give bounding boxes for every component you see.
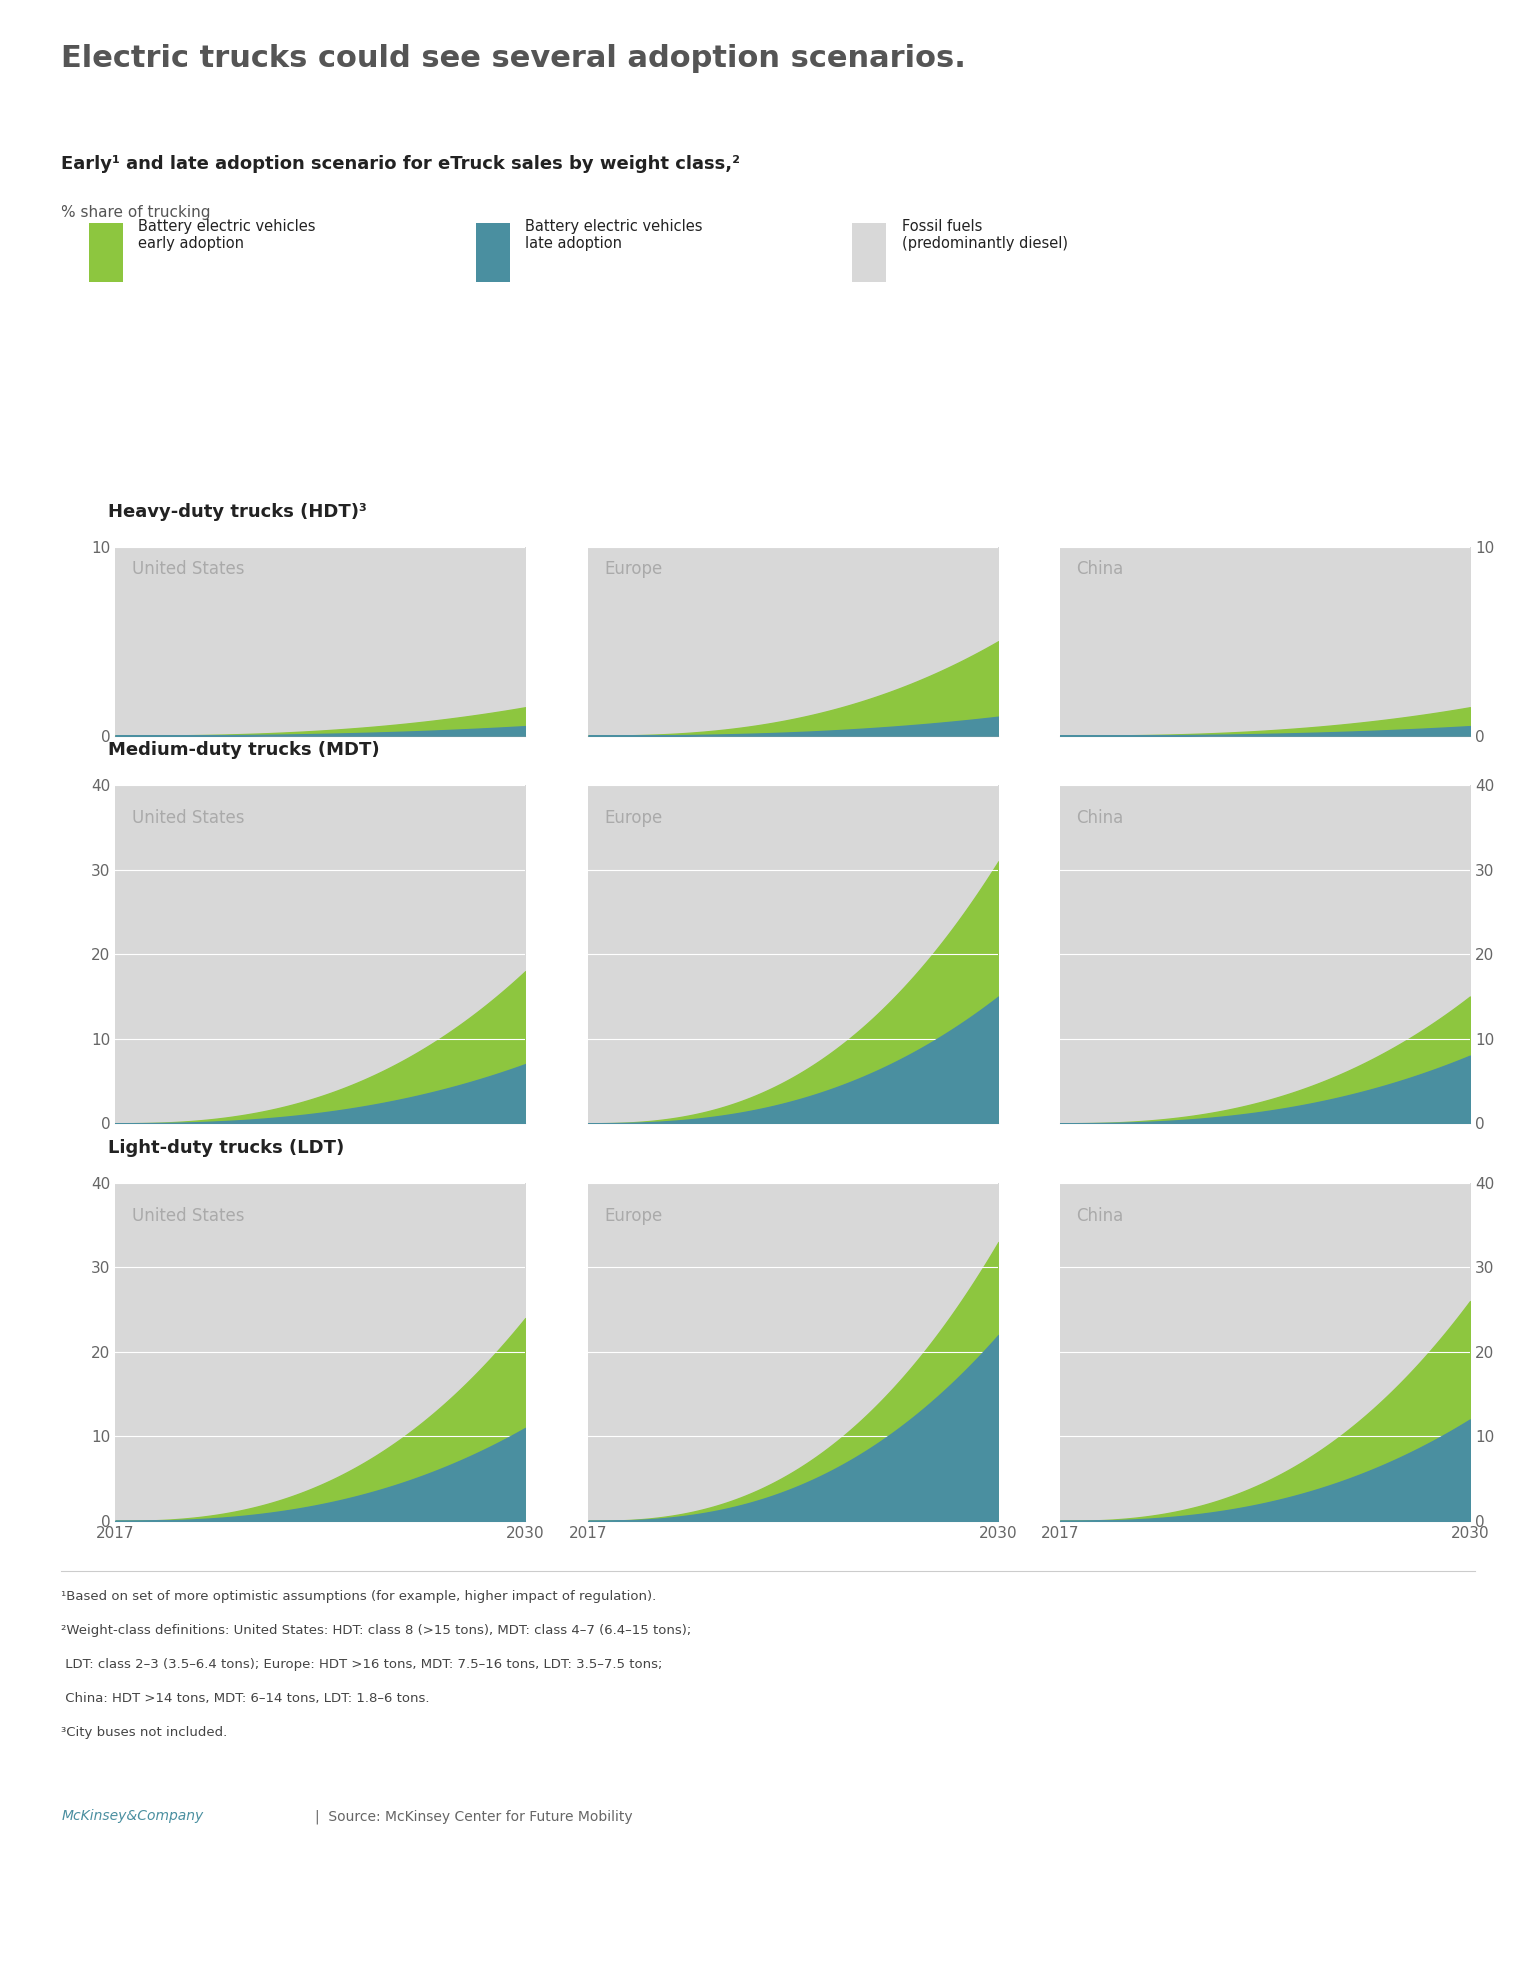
Text: Early¹ and late adoption scenario for eTruck sales by weight class,²: Early¹ and late adoption scenario for eT… [61, 155, 740, 173]
Text: China: HDT >14 tons, MDT: 6–14 tons, LDT: 1.8–6 tons.: China: HDT >14 tons, MDT: 6–14 tons, LDT… [61, 1692, 430, 1706]
Text: ³City buses not included.: ³City buses not included. [61, 1726, 227, 1740]
Text: Light-duty trucks (LDT): Light-duty trucks (LDT) [108, 1139, 344, 1157]
Text: China: China [1077, 809, 1123, 827]
Text: ¹Based on set of more optimistic assumptions (for example, higher impact of regu: ¹Based on set of more optimistic assumpt… [61, 1590, 657, 1604]
Text: United States: United States [132, 561, 244, 579]
Text: China: China [1077, 561, 1123, 579]
Text: Europe: Europe [605, 809, 664, 827]
Text: LDT: class 2–3 (3.5–6.4 tons); Europe: HDT >16 tons, MDT: 7.5–16 tons, LDT: 3.5–: LDT: class 2–3 (3.5–6.4 tons); Europe: H… [61, 1658, 664, 1672]
Text: McKinsey&Company: McKinsey&Company [61, 1809, 204, 1823]
Text: |  Source: McKinsey Center for Future Mobility: | Source: McKinsey Center for Future Mob… [315, 1809, 633, 1823]
Text: Europe: Europe [605, 1207, 664, 1225]
Text: Fossil fuels
(predominantly diesel): Fossil fuels (predominantly diesel) [902, 219, 1068, 250]
Text: United States: United States [132, 809, 244, 827]
Text: Medium-duty trucks (MDT): Medium-duty trucks (MDT) [108, 742, 379, 759]
Text: United States: United States [132, 1207, 244, 1225]
Text: China: China [1077, 1207, 1123, 1225]
Text: Heavy-duty trucks (HDT)³: Heavy-duty trucks (HDT)³ [108, 503, 366, 521]
Text: ²Weight-class definitions: United States: HDT: class 8 (>15 tons), MDT: class 4–: ²Weight-class definitions: United States… [61, 1624, 691, 1638]
Text: Battery electric vehicles
late adoption: Battery electric vehicles late adoption [525, 219, 703, 250]
Text: Battery electric vehicles
early adoption: Battery electric vehicles early adoption [138, 219, 316, 250]
Text: % share of trucking: % share of trucking [61, 205, 210, 221]
Text: Electric trucks could see several adoption scenarios.: Electric trucks could see several adopti… [61, 44, 966, 74]
Text: Europe: Europe [605, 561, 664, 579]
